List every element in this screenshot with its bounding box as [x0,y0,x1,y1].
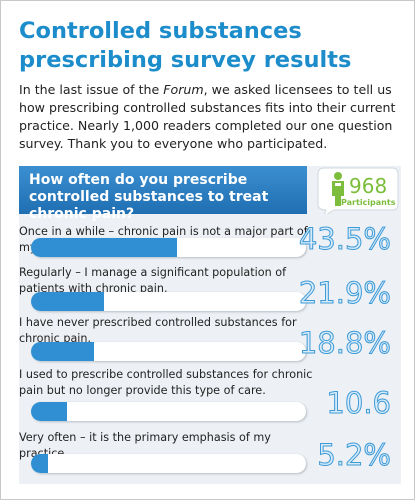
value-label: 10.6 [326,386,392,421]
title: Controlled substances prescribing survey… [19,18,352,73]
bar [31,402,67,421]
answer-label: I have never prescribed controlled subst… [19,316,297,345]
chart-panel: How often do you prescribe controlled su… [19,166,401,484]
participants-badge [317,167,399,214]
intro-text: In the last issue of the [19,82,164,97]
participant-label: Participants [341,198,396,207]
bar-track [31,454,306,473]
question-bar: How often do you prescribe controlled su… [19,166,307,222]
value-label: 5.2% [317,438,392,473]
value-label: 21.9% [298,276,391,311]
participant-count: 968 [349,174,388,198]
value-label: 43.5% [298,222,391,257]
intro-text: , we asked licensees to tell us how pres… [19,82,396,151]
answer-label: Regularly – I manage a significant popul… [19,266,287,295]
value-label: 18.8% [298,326,391,361]
bar [31,238,177,257]
bar-track [31,402,306,421]
intro-emphasis: Forum [163,82,204,97]
bar [31,292,105,311]
bar [31,342,94,361]
bar [31,454,49,473]
bar-track [31,342,306,361]
intro: In the last issue of the Forum, we asked… [19,81,404,153]
chart-title: How often do you prescribe controlled su… [29,172,269,222]
answer-label: I used to prescribe controlled substance… [19,368,313,397]
